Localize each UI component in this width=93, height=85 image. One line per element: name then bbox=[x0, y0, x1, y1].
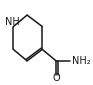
Text: NH: NH bbox=[5, 17, 20, 27]
Text: NH₂: NH₂ bbox=[72, 56, 90, 66]
Text: O: O bbox=[52, 73, 60, 83]
